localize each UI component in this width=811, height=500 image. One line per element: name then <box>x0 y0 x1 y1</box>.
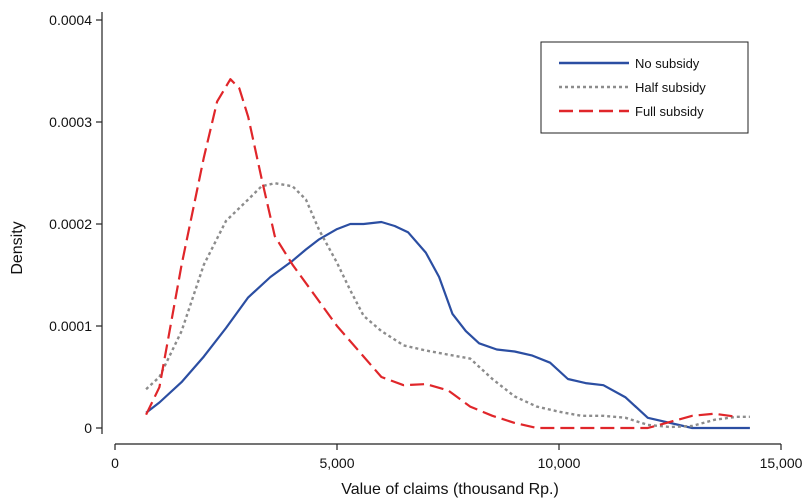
x-tick-label: 5,000 <box>319 455 354 471</box>
x-axis-title: Value of claims (thousand Rp.) <box>341 481 559 498</box>
y-tick-label: 0 <box>84 420 92 436</box>
axes <box>101 12 781 445</box>
series-line-full-subsidy <box>145 78 737 430</box>
y-tick-label: 0.0001 <box>49 318 92 334</box>
legend-label-no-subsidy: No subsidy <box>635 56 700 71</box>
ticks: 0 0.0001 0.0002 0.0003 0.0004 0 5,000 10,000 15,… <box>49 12 802 471</box>
legend-label-half-subsidy: Half subsidy <box>635 80 706 95</box>
series-layer <box>145 78 750 430</box>
series-line-half-subsidy <box>145 182 750 429</box>
y-tick-label: 0.0004 <box>49 12 92 28</box>
legend: No subsidy Half subsidy Full subsidy <box>540 41 749 134</box>
x-tick-label: 0 <box>111 455 119 471</box>
series-line-no-subsidy <box>145 220 750 430</box>
y-tick-label: 0.0002 <box>49 216 92 232</box>
legend-label-full-subsidy: Full subsidy <box>635 104 704 119</box>
x-tick-label: 15,000 <box>760 455 803 471</box>
y-tick-label: 0.0003 <box>49 114 92 130</box>
x-tick-label: 10,000 <box>538 455 581 471</box>
legend-box <box>540 41 749 134</box>
y-axis-title: Density <box>9 221 26 274</box>
